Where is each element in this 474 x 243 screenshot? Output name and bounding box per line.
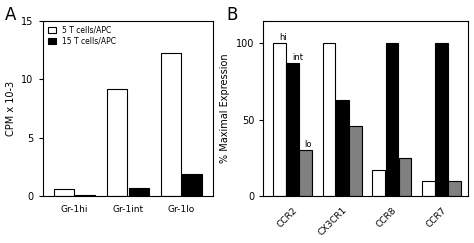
Bar — [435, 43, 448, 196]
Bar — [300, 150, 312, 196]
Bar — [54, 189, 74, 196]
Bar — [399, 158, 411, 196]
Y-axis label: CPM x 10-3: CPM x 10-3 — [6, 81, 16, 136]
Y-axis label: % Maximal Expression: % Maximal Expression — [220, 54, 230, 163]
Text: lo: lo — [304, 140, 312, 149]
Bar — [422, 181, 435, 196]
Text: A: A — [5, 7, 16, 25]
Bar — [385, 43, 398, 196]
Text: hi: hi — [279, 33, 287, 42]
Bar — [107, 88, 128, 196]
Text: B: B — [227, 7, 238, 25]
Bar — [373, 170, 385, 196]
Bar — [128, 188, 149, 196]
Bar — [336, 100, 348, 196]
Bar — [182, 174, 202, 196]
Bar — [448, 181, 461, 196]
Text: int: int — [292, 53, 303, 62]
Bar — [349, 126, 362, 196]
Bar — [273, 43, 286, 196]
Bar — [75, 195, 95, 196]
Bar — [286, 63, 299, 196]
Bar — [161, 53, 181, 196]
Bar — [323, 43, 336, 196]
Legend: 5 T cells/APC, 15 T cells/APC: 5 T cells/APC, 15 T cells/APC — [46, 24, 117, 47]
